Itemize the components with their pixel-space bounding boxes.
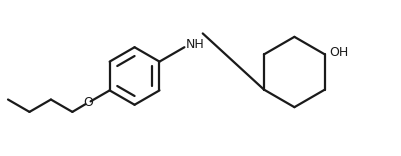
Text: NH: NH [185,38,204,51]
Text: OH: OH [330,46,349,59]
Text: O: O [84,96,93,109]
